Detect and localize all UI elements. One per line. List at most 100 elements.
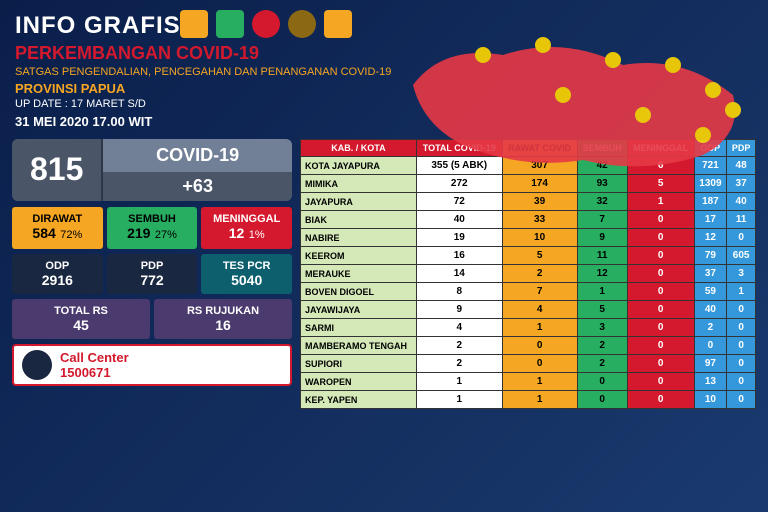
table-cell: 4	[502, 301, 577, 319]
table-cell: NABIRE	[301, 229, 417, 247]
odp-box: ODP 2916	[12, 254, 103, 294]
table-cell: 1	[727, 283, 756, 301]
table-cell: 17	[694, 211, 727, 229]
table-cell: 0	[627, 211, 694, 229]
table-cell: BOVEN DIGOEL	[301, 283, 417, 301]
table-row: SARMI413020	[301, 319, 756, 337]
table-cell: 11	[577, 247, 627, 265]
table-cell: 13	[694, 373, 727, 391]
table-cell: 0	[627, 319, 694, 337]
table-cell: 12	[577, 265, 627, 283]
table-cell: 0	[502, 355, 577, 373]
table-cell: 0	[502, 337, 577, 355]
rsrujukan-box: RS RUJUKAN 16	[154, 299, 292, 339]
table-cell: 40	[416, 211, 502, 229]
table-cell: 0	[727, 319, 756, 337]
table-cell: 0	[627, 301, 694, 319]
table-cell: 16	[416, 247, 502, 265]
table-cell: 97	[694, 355, 727, 373]
table-row: SUPIORI2020970	[301, 355, 756, 373]
table-cell: 4	[416, 319, 502, 337]
table-cell: 0	[727, 373, 756, 391]
totalrs-box: TOTAL RS 45	[12, 299, 150, 339]
table-cell: 0	[727, 229, 756, 247]
logo-2	[216, 10, 244, 38]
table-cell: 39	[502, 193, 577, 211]
table-cell: 9	[577, 229, 627, 247]
table-cell: 1	[502, 319, 577, 337]
table-cell: JAYAPURA	[301, 193, 417, 211]
table-cell: 0	[627, 391, 694, 409]
table-cell: 9	[416, 301, 502, 319]
table-cell: 3	[577, 319, 627, 337]
table-cell: 2	[416, 337, 502, 355]
table-cell: JAYAWIJAYA	[301, 301, 417, 319]
table-cell: 40	[694, 301, 727, 319]
table-cell: 12	[694, 229, 727, 247]
call-center-box: Call Center 1500671	[12, 344, 292, 386]
table-cell: SUPIORI	[301, 355, 417, 373]
table-cell: 1	[627, 193, 694, 211]
meninggal-box: MENINGGAL 12 1%	[201, 207, 292, 249]
table-cell: 33	[502, 211, 577, 229]
table-cell: WAROPEN	[301, 373, 417, 391]
table-cell: 0	[627, 283, 694, 301]
summary-panel: 815 COVID-19 +63 DIRAWAT 584 72% SEMBUH …	[12, 139, 292, 409]
table-row: JAYAPURA723932118740	[301, 193, 756, 211]
table-cell: 37	[694, 265, 727, 283]
table-row: BIAK4033701711	[301, 211, 756, 229]
table-cell: 7	[577, 211, 627, 229]
table-cell: 2	[416, 355, 502, 373]
table-cell: 0	[727, 391, 756, 409]
covid-label: COVID-19	[103, 139, 292, 172]
table-cell: 0	[627, 355, 694, 373]
table-row: KEP. YAPEN1100100	[301, 391, 756, 409]
pdp-box: PDP 772	[107, 254, 198, 294]
call-center-number: 1500671	[60, 365, 129, 380]
table-cell: MAMBERAMO TENGAH	[301, 337, 417, 355]
logo-1	[180, 10, 208, 38]
table-cell: 11	[727, 211, 756, 229]
table-cell: 5	[502, 247, 577, 265]
table-cell: 5	[577, 301, 627, 319]
table-cell: 14	[416, 265, 502, 283]
logo-5	[324, 10, 352, 38]
table-cell: 0	[727, 355, 756, 373]
table-cell: 2	[502, 265, 577, 283]
table-cell: 1	[416, 391, 502, 409]
table-cell: 72	[416, 193, 502, 211]
table-cell: 2	[577, 355, 627, 373]
table-row: MAMBERAMO TENGAH202000	[301, 337, 756, 355]
table-cell: 59	[694, 283, 727, 301]
table-cell: MERAUKE	[301, 265, 417, 283]
table-cell: 19	[416, 229, 502, 247]
table-row: MERAUKE142120373	[301, 265, 756, 283]
logo-4	[288, 10, 316, 38]
call-center-label: Call Center	[60, 350, 129, 365]
table-cell: 0	[727, 337, 756, 355]
table-cell: 0	[627, 229, 694, 247]
table-cell: 79	[694, 247, 727, 265]
dirawat-box: DIRAWAT 584 72%	[12, 207, 103, 249]
table-cell: 1	[577, 283, 627, 301]
tespcr-box: TES PCR 5040	[201, 254, 292, 294]
table-row: BOVEN DIGOEL8710591	[301, 283, 756, 301]
table-cell: KEEROM	[301, 247, 417, 265]
agency-logos	[180, 10, 352, 38]
table-cell: 32	[577, 193, 627, 211]
increase-value: +63	[103, 172, 292, 201]
table-cell: 0	[577, 373, 627, 391]
table-row: JAYAWIJAYA9450400	[301, 301, 756, 319]
table-cell: 1	[416, 373, 502, 391]
papua-map	[363, 5, 763, 185]
table-cell: 10	[694, 391, 727, 409]
table-cell: 10	[502, 229, 577, 247]
table-cell: SARMI	[301, 319, 417, 337]
table-cell: 1	[502, 373, 577, 391]
table-cell: 3	[727, 265, 756, 283]
table-cell: 8	[416, 283, 502, 301]
table-cell: 187	[694, 193, 727, 211]
table-cell: 2	[577, 337, 627, 355]
table-cell: 2	[694, 319, 727, 337]
table-cell: 7	[502, 283, 577, 301]
